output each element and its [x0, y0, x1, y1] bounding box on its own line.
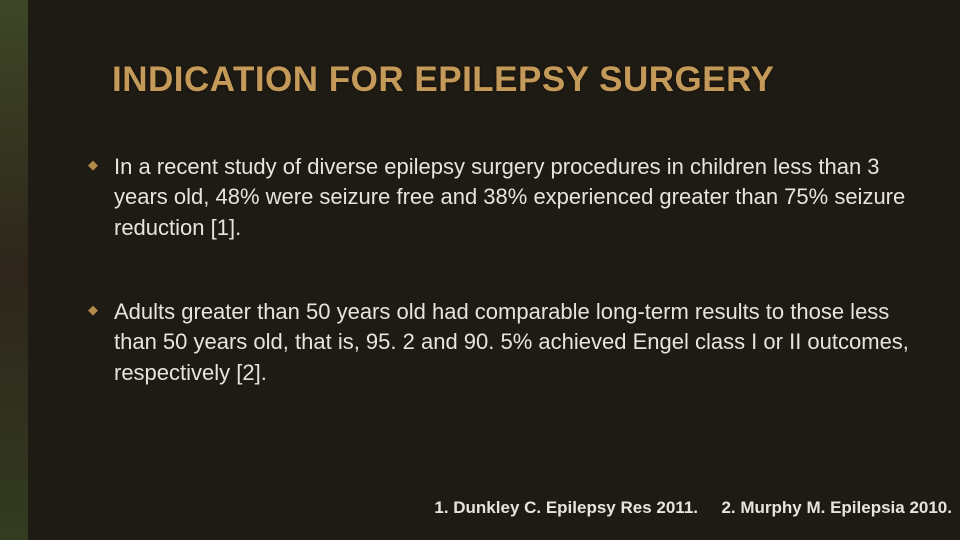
reference-1: 1. Dunkley C. Epilepsy Res 2011.	[434, 498, 698, 517]
reference-2: 2. Murphy M. Epilepsia 2010.	[721, 498, 952, 517]
slide-body: INDICATION FOR EPILEPSY SURGERY In a rec…	[0, 0, 960, 540]
bullet-list: In a recent study of diverse epilepsy su…	[110, 152, 920, 388]
bullet-item: In a recent study of diverse epilepsy su…	[110, 152, 920, 243]
bullet-item: Adults greater than 50 years old had com…	[110, 297, 920, 388]
references: 1. Dunkley C. Epilepsy Res 2011. 2. Murp…	[434, 498, 952, 518]
slide-title: INDICATION FOR EPILEPSY SURGERY	[112, 60, 920, 100]
